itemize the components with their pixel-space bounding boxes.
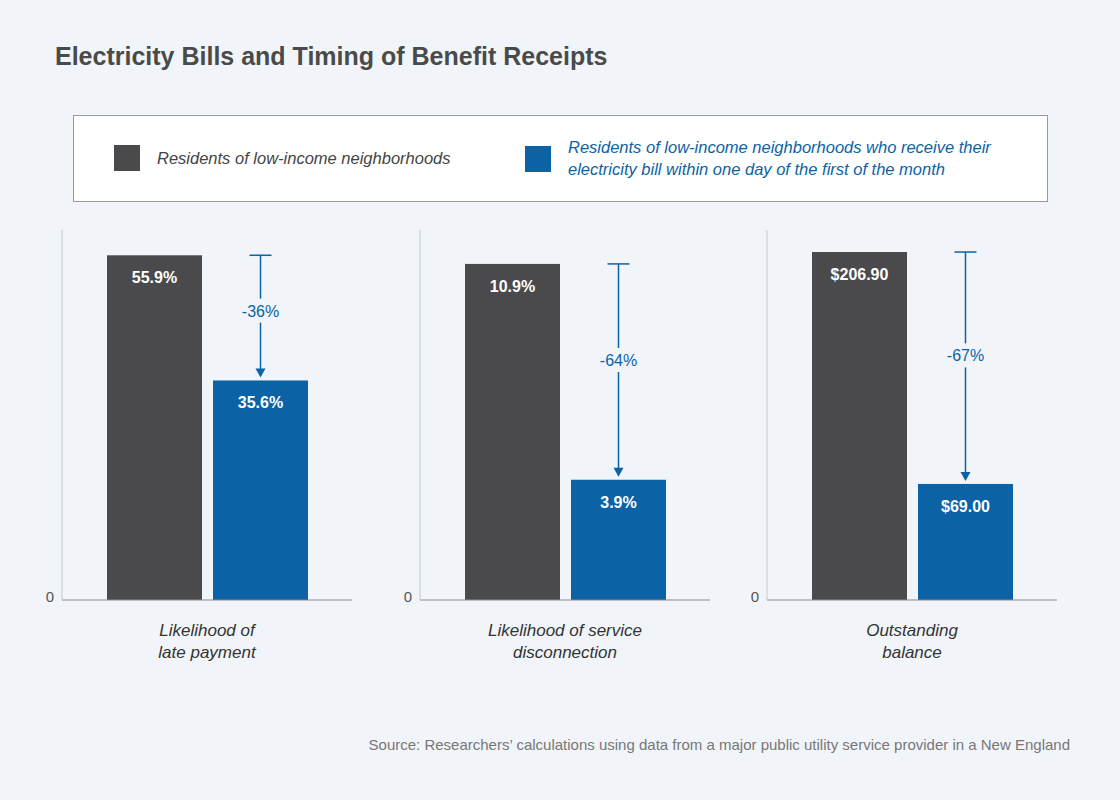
svg-text:-64%: -64% xyxy=(600,352,637,369)
svg-text:0: 0 xyxy=(751,588,759,605)
html-text:Outstanding: Outstanding xyxy=(866,621,958,640)
html-text:Residents of low-income neighb: Residents of low-income neighborhoods xyxy=(157,149,451,167)
svg-text:10.9%: 10.9% xyxy=(490,278,535,295)
svg-text:0: 0 xyxy=(46,588,54,605)
svg-text:3.9%: 3.9% xyxy=(600,494,636,511)
svg-text:0: 0 xyxy=(404,588,412,605)
html-text:late payment: late payment xyxy=(158,643,256,662)
svg-text:-36%: -36% xyxy=(242,303,279,320)
html-text:Likelihood of: Likelihood of xyxy=(159,621,255,640)
svg-text:55.9%: 55.9% xyxy=(132,269,177,286)
html-text:Source: Researchers’ calculati: Source: Researchers’ calculations using … xyxy=(368,736,1070,753)
svg-text:35.6%: 35.6% xyxy=(238,394,283,411)
html-text:Electricity Bills and Timing o: Electricity Bills and Timing of Benefit … xyxy=(55,42,608,70)
svg-text:$206.90: $206.90 xyxy=(831,266,889,283)
html-text:Likelihood of service: Likelihood of service xyxy=(488,621,642,640)
html-text:Residents of low-income neighb: Residents of low-income neighborhoods wh… xyxy=(568,138,991,178)
svg-text:-67%: -67% xyxy=(947,347,984,364)
html-text:balance: balance xyxy=(882,643,942,662)
html-text:disconnection: disconnection xyxy=(513,643,617,662)
svg-text:$69.00: $69.00 xyxy=(941,498,990,515)
